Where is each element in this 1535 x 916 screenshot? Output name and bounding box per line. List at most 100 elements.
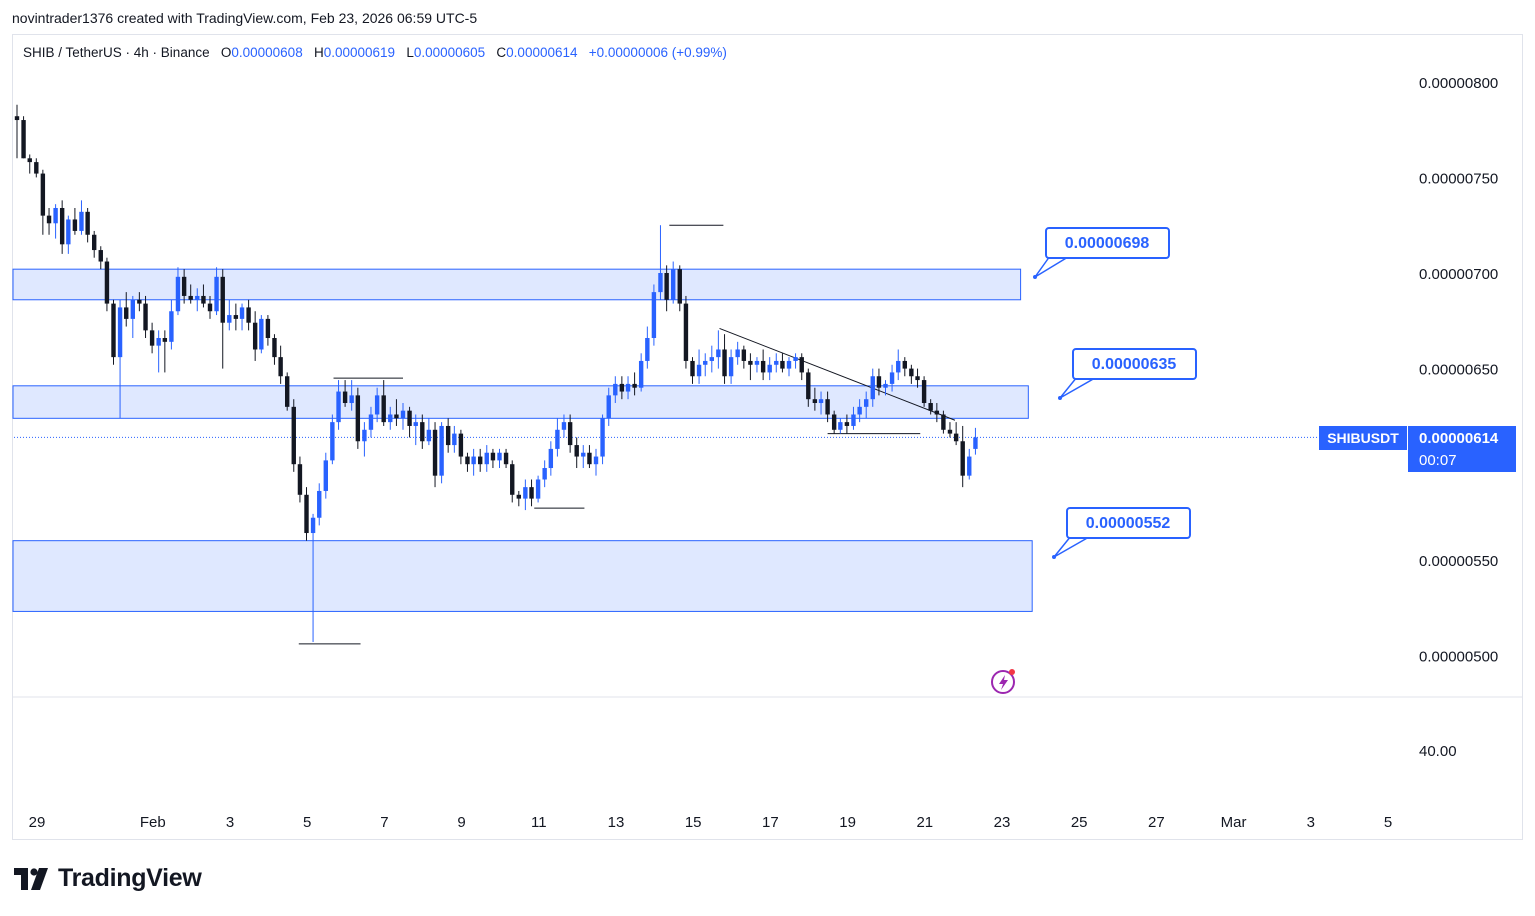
candle-body xyxy=(497,452,502,461)
candle xyxy=(748,353,753,381)
candle xyxy=(156,330,161,373)
candle-body xyxy=(696,364,702,377)
candle xyxy=(252,311,258,361)
candle xyxy=(793,353,798,369)
candle-body xyxy=(207,303,213,312)
candle-body xyxy=(548,448,554,469)
candle xyxy=(760,349,766,381)
candle-body xyxy=(252,322,258,350)
candle-body xyxy=(651,292,657,339)
candle xyxy=(902,357,907,377)
candle xyxy=(838,418,843,434)
candle xyxy=(330,414,335,465)
trendline-0 xyxy=(719,327,956,421)
candle-body xyxy=(169,311,174,342)
candle xyxy=(201,284,206,308)
candle-body xyxy=(709,357,714,361)
price-callout[interactable]: 0.00000635 xyxy=(1058,348,1197,400)
candle xyxy=(516,490,521,507)
date-axis-tick: 17 xyxy=(762,814,779,831)
symbol-badge-name-bg xyxy=(1319,426,1407,450)
candle xyxy=(548,441,554,476)
date-axis-tick: 9 xyxy=(457,814,465,831)
candle-body xyxy=(220,276,225,323)
candle-body xyxy=(246,307,251,323)
sr-zone-2 xyxy=(12,540,1033,612)
tradingview-logo-text: TradingView xyxy=(58,864,202,892)
legend-open-value: 0.00000608 xyxy=(231,45,303,60)
candle xyxy=(896,349,901,381)
candle-body xyxy=(786,360,792,369)
candle-body xyxy=(259,318,264,350)
candle-body xyxy=(600,418,605,457)
candle-body xyxy=(619,383,625,392)
candle-body xyxy=(947,429,953,434)
candle xyxy=(246,299,251,331)
candle xyxy=(973,427,978,455)
candle xyxy=(555,418,560,457)
candle-body xyxy=(806,372,811,400)
candle-body xyxy=(587,452,592,465)
candle-body xyxy=(310,517,316,534)
candle xyxy=(774,353,779,373)
price-axis-tick: 0.00000750 xyxy=(1419,170,1498,187)
candle xyxy=(503,448,509,469)
candle-body xyxy=(368,414,374,430)
date-axis-tick: 3 xyxy=(226,814,234,831)
candle-body xyxy=(658,273,663,293)
candle-body xyxy=(66,219,71,245)
candle xyxy=(420,414,425,449)
date-axis-tick: 25 xyxy=(1071,814,1088,831)
annotations-layer: 0.00000698 0.00000635 0.00000552 xyxy=(1033,227,1197,559)
legend-change-value: +0.00000006 (+0.99%) xyxy=(588,45,727,60)
price-axis-tick: 0.00000550 xyxy=(1419,553,1498,570)
candle xyxy=(181,269,187,304)
candle xyxy=(574,437,579,469)
candle xyxy=(806,368,811,407)
legend-low-value: 0.00000605 xyxy=(413,45,486,60)
symbol-badge-price: 0.00000614 xyxy=(1419,430,1499,447)
candle-body xyxy=(137,299,142,304)
candle xyxy=(220,269,225,369)
candle xyxy=(542,460,547,488)
candle-body xyxy=(336,391,341,423)
candle-body xyxy=(542,468,547,480)
candle xyxy=(909,364,914,384)
candle-body xyxy=(413,422,418,426)
candle-body xyxy=(812,399,818,404)
callout-pointer xyxy=(1059,376,1096,399)
price-callout[interactable]: 0.00000698 xyxy=(1033,227,1170,279)
candle xyxy=(98,246,103,270)
candle xyxy=(593,448,599,476)
candle-body xyxy=(934,410,940,415)
candle-body xyxy=(98,250,103,262)
candle xyxy=(214,267,219,316)
candle xyxy=(317,483,322,526)
candle-body xyxy=(291,406,296,465)
tradingview-logo[interactable]: TradingView xyxy=(14,864,202,893)
candle xyxy=(876,368,882,396)
candle-body xyxy=(72,219,78,231)
candle-body xyxy=(175,276,181,312)
candle xyxy=(728,349,734,384)
candle xyxy=(683,295,689,369)
price-axis: 0.00000800 0.00000750 0.00000700 0.00000650… xyxy=(1419,75,1498,666)
callout-box xyxy=(1045,227,1170,259)
candle-body xyxy=(748,360,753,365)
candle-body xyxy=(741,349,747,361)
candle-body xyxy=(85,211,90,235)
candle xyxy=(21,116,26,159)
callout-anchor-dot xyxy=(1058,396,1062,400)
candle-body xyxy=(104,261,110,304)
candle-body xyxy=(490,452,496,461)
price-callout[interactable]: 0.00000552 xyxy=(1052,507,1191,559)
candle-body xyxy=(317,490,322,518)
candle xyxy=(34,158,39,178)
candle xyxy=(567,414,573,453)
callout-pointer xyxy=(1034,255,1069,278)
candle xyxy=(169,299,174,350)
candle-body xyxy=(342,391,348,404)
candle xyxy=(915,368,920,388)
lightning-alert-icon[interactable] xyxy=(991,669,1015,694)
